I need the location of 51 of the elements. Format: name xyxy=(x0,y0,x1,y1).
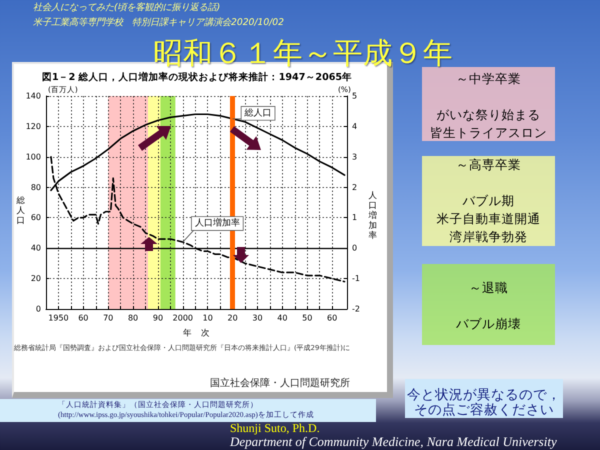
x-tick-label: 70 xyxy=(103,314,114,322)
x-tick-label: 20 xyxy=(227,314,238,322)
text: Shunji Suto, Ph.D. xyxy=(230,421,320,436)
x-tick-label: 40 xyxy=(277,314,288,322)
y-tick-label: 0 xyxy=(36,304,41,314)
series-label: 人口増加率 xyxy=(194,218,240,229)
text: バブル崩壊 xyxy=(455,315,522,333)
y-tick-label: 60 xyxy=(30,213,41,222)
x-tick-label: 30 xyxy=(252,314,263,322)
y-tick-label: 100 xyxy=(26,152,41,162)
chart-title: 昭和６１年～平成９年 xyxy=(153,36,453,70)
text: ～高専卒業 xyxy=(455,156,522,174)
x-tick-label: 80 xyxy=(128,314,138,322)
y2-tick-label: -1 xyxy=(352,274,360,284)
y-tick-label: 40 xyxy=(30,244,41,253)
x-tick-label: 1950 xyxy=(48,314,69,322)
y2-tick-label: 0 xyxy=(352,244,358,253)
y2-tick-label: 4 xyxy=(352,122,358,131)
text: ～退職 xyxy=(468,279,509,297)
y2-tick-label: 2 xyxy=(352,182,358,192)
y2-tick-label: 1 xyxy=(352,213,358,222)
y-axis-title: 総人口 xyxy=(16,196,26,226)
text: 米子自動車道開通 xyxy=(436,210,542,228)
text: 国立社会保障・人口問題研究所 xyxy=(210,376,350,390)
text: 湾岸戦争勃発 xyxy=(448,228,528,246)
text: がいな祭り始まる xyxy=(436,106,542,124)
text: バブル期 xyxy=(462,192,516,210)
x-tick-label: 50 xyxy=(302,314,312,322)
x-axis-title: 年 次 xyxy=(183,328,210,338)
text: Department of Community Medicine, Nara Medical University xyxy=(230,434,557,450)
y-tick-label: 140 xyxy=(26,92,41,100)
text: ～中学卒業 xyxy=(455,70,522,88)
x-tick-label: 60 xyxy=(326,314,338,322)
y-tick-label: 80 xyxy=(30,182,41,192)
series-label: 総人口 xyxy=(244,107,272,118)
chart-subtitle: 図1－2 総人口，人口増加率の現状および将来推計：1947～2065年 xyxy=(42,71,352,83)
x-tick-label: 2000 xyxy=(172,314,193,322)
y2-tick-label: 3 xyxy=(352,152,358,162)
x-tick-label: 60 xyxy=(78,314,88,322)
y2-tick-label: -2 xyxy=(352,304,360,314)
text: 皆生トライアスロン xyxy=(429,124,548,142)
text: その点ご容赦ください xyxy=(413,402,555,418)
x-tick-label: 90 xyxy=(152,314,164,322)
x-tick-label: 10 xyxy=(202,314,213,322)
text: 米子工業高等専門学校 特別日課キャリア講演会2020/10/02 xyxy=(33,16,284,29)
y2-axis-title: 人口増加率 xyxy=(368,191,378,241)
text: 社会人になってみた(頃を客観的に振り返る話) xyxy=(33,1,220,14)
text: 今と状況が異なるので， xyxy=(406,387,562,403)
y-tick-label: 20 xyxy=(30,274,41,284)
y2-tick-label: 5 xyxy=(352,92,358,100)
y-tick-label: 120 xyxy=(26,122,41,131)
